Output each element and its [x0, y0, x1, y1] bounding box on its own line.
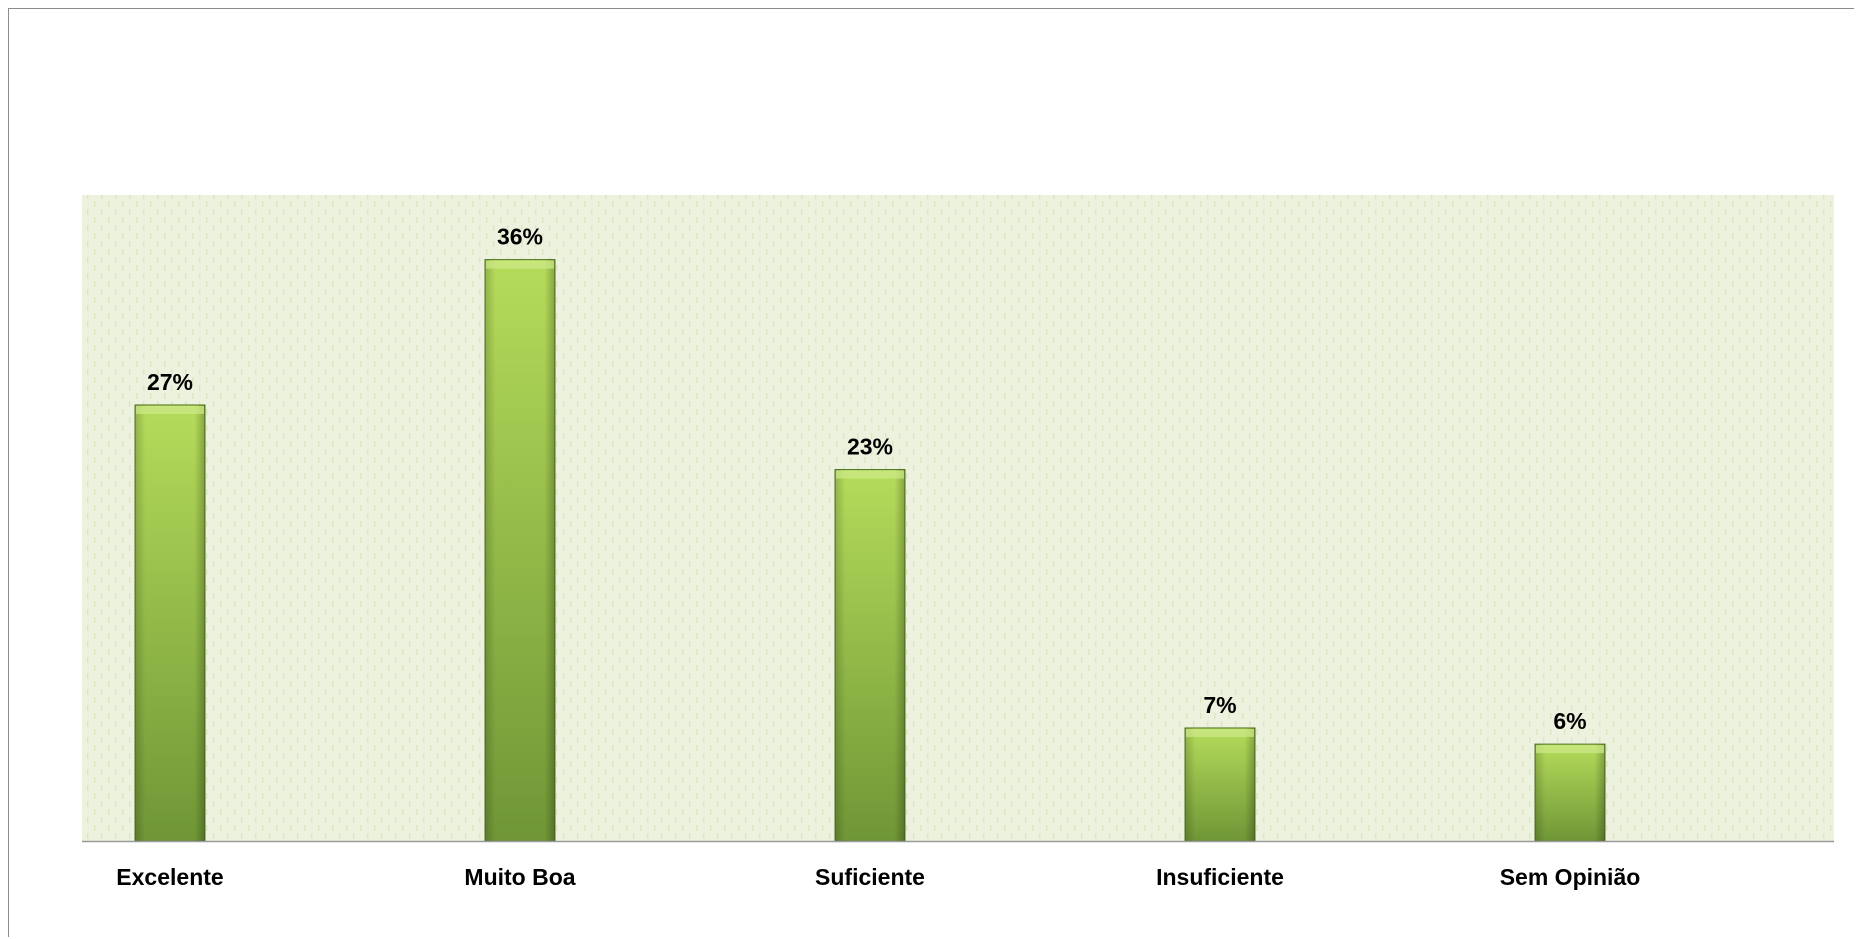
bar-top-highlight: [1536, 745, 1604, 754]
category-label: Sem Opinião: [1500, 864, 1641, 890]
labels-group: 27% Excelente 36% Muito Boa 23% Suficiente 7% I…: [116, 224, 1640, 890]
bar: [1534, 743, 1606, 842]
data-label: 23%: [847, 434, 893, 460]
data-label: 36%: [497, 224, 543, 250]
chart-frame: [8, 8, 1854, 937]
bar-shading: [1185, 727, 1255, 841]
data-label: 6%: [1553, 708, 1586, 734]
bar: [134, 404, 206, 842]
bar-shading: [835, 469, 905, 841]
category-label: Suficiente: [815, 864, 925, 890]
bar-shading: [1535, 744, 1605, 841]
category-label: Muito Boa: [464, 864, 575, 890]
category-label: Insuficiente: [1156, 864, 1284, 890]
bar: [834, 469, 906, 842]
bar-top-highlight: [136, 405, 204, 414]
bar: [484, 259, 556, 842]
plot-area: [82, 195, 1834, 841]
data-label: 7%: [1203, 692, 1236, 718]
bar: [1184, 727, 1256, 842]
bar-top-highlight: [836, 470, 904, 479]
bar-top-highlight: [486, 260, 554, 269]
bar-top-highlight: [1186, 728, 1254, 737]
bar-shading: [485, 259, 555, 842]
bar-shading: [135, 404, 205, 841]
data-label: 27%: [147, 369, 193, 395]
bars-group: [134, 259, 1606, 842]
category-label: Excelente: [116, 864, 223, 890]
